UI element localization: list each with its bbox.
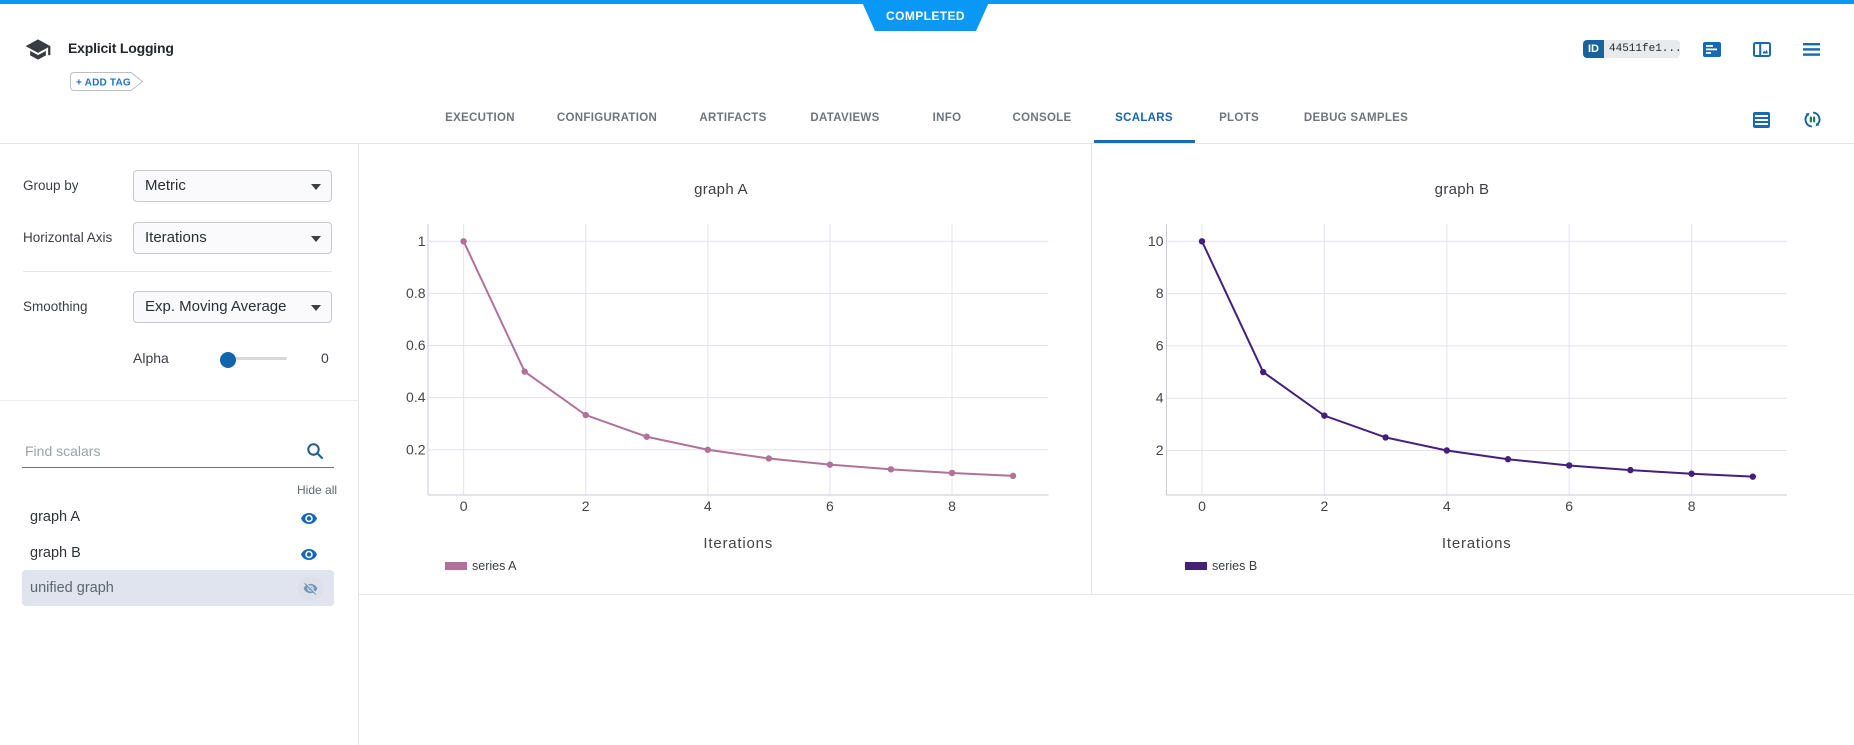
svg-text:8: 8 — [1688, 498, 1696, 514]
svg-text:8: 8 — [1156, 285, 1164, 301]
svg-text:series B: series B — [1212, 559, 1257, 573]
svg-text:+ ADD TAG: + ADD TAG — [76, 78, 131, 89]
svg-text:2: 2 — [1156, 442, 1164, 458]
svg-text:0.4: 0.4 — [406, 389, 426, 405]
svg-text:8: 8 — [948, 498, 956, 514]
svg-text:6: 6 — [826, 498, 834, 514]
svg-text:10: 10 — [1148, 233, 1164, 249]
svg-text:0: 0 — [460, 498, 468, 514]
svg-text:graph A: graph A — [694, 181, 748, 198]
svg-text:6: 6 — [1156, 337, 1164, 353]
svg-text:1: 1 — [418, 233, 426, 249]
svg-text:2: 2 — [582, 498, 590, 514]
svg-text:2: 2 — [1321, 498, 1329, 514]
svg-text:4: 4 — [1156, 390, 1164, 406]
svg-text:4: 4 — [704, 498, 712, 514]
svg-text:4: 4 — [1443, 498, 1451, 514]
svg-text:0.2: 0.2 — [406, 441, 426, 457]
svg-text:0.8: 0.8 — [406, 285, 426, 301]
svg-text:series A: series A — [472, 559, 517, 573]
svg-text:0.6: 0.6 — [406, 337, 426, 353]
svg-text:6: 6 — [1565, 498, 1573, 514]
svg-text:graph B: graph B — [1435, 181, 1490, 198]
svg-text:0: 0 — [1198, 498, 1206, 514]
svg-text:Iterations: Iterations — [1442, 535, 1512, 552]
svg-text:Iterations: Iterations — [703, 535, 773, 552]
